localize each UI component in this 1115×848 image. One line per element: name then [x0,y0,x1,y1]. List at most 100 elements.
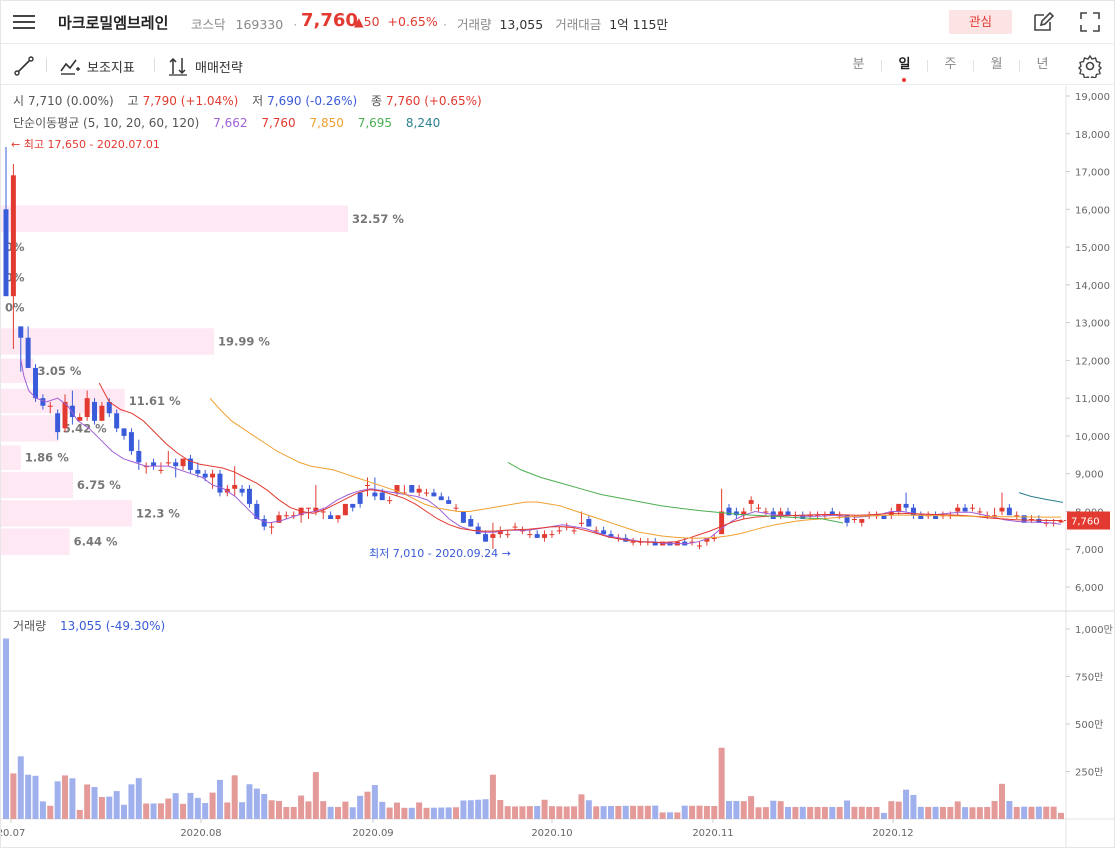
period-year[interactable]: 년 [1036,57,1049,72]
volume-bar [851,806,858,819]
hamburger-menu-icon[interactable] [13,12,35,32]
volume-bar [785,806,792,819]
candle-body [719,511,725,535]
volume-bar [91,787,98,819]
volume-bar [504,806,511,819]
volume-bar [637,805,644,819]
market-label: 코스닥 [191,17,226,32]
volume-bar [239,802,246,819]
candle-body [136,451,142,463]
price-tick-label: 17,000 [1075,168,1110,179]
volume-bar [733,800,740,819]
candle-body [313,507,319,512]
candle-body [335,515,341,520]
candle-body [785,511,791,516]
candle-body [350,503,356,508]
edit-icon[interactable] [1032,11,1055,33]
volume-bar [275,800,282,819]
low-label: 저 [252,94,264,108]
candle-body [202,473,208,478]
dot-separator: · [293,17,298,32]
volume-bar [541,799,548,819]
volume-bar [76,809,83,819]
candle-body [128,432,134,452]
volume-profile-label: 12.3 % [136,506,180,520]
volume-bar [1013,806,1020,819]
ma10-line [98,382,1061,543]
candle-body [586,519,592,527]
volume-bar [357,795,364,819]
candle-body [77,417,83,421]
period-month[interactable]: 월 [990,57,1003,72]
strategy-button[interactable]: 매매전략 [167,55,243,77]
price-chart-svg[interactable]: 19,000 18,000 17,000 16,000 15,000 14,000 13,0… [1,86,1114,848]
volume-bar [880,812,887,819]
stock-market-code: 코스닥 169330 · [191,14,303,33]
volume-bar [674,812,681,819]
stock-code: 169330 [235,17,284,32]
volume-bar [526,806,533,819]
gear-icon[interactable] [1078,54,1102,82]
indicator-button[interactable]: 보조지표 [59,55,135,77]
chart-area[interactable]: 19,000 18,000 17,000 16,000 15,000 14,000 13,0… [1,86,1115,848]
candle-body [696,545,702,547]
candle-body [217,473,223,493]
candle-body [726,507,732,516]
favorite-button[interactable]: 관심 [949,10,1012,34]
volume-profile-label: 1.86 % [25,451,69,465]
volume-bar [25,774,32,819]
volume-tick-label: 250만 [1075,767,1103,779]
ma10-value: 7,760 [261,116,296,130]
volume-bar [740,801,747,819]
period-week[interactable]: 주 [944,57,957,72]
candle-body [542,534,548,538]
volume-bar [622,805,629,819]
volume-bar [821,806,828,819]
candle-body [630,541,636,543]
volume-bar [534,805,541,819]
volume-bar [460,800,467,819]
strategy-icon [169,57,187,76]
candle-body [365,485,371,487]
volume-bar [939,806,946,819]
volume-bar [910,794,917,819]
date-tick-label: 2020.11 [692,828,733,839]
candle-body [763,511,769,513]
period-day[interactable]: 일 [882,55,927,82]
volume-profile-bar [1,328,214,355]
candle-body [47,405,53,407]
volume-bar [1058,812,1064,819]
period-minute[interactable]: 분 [852,57,865,72]
stock-header: 마크로밀엠브레인 코스닥 169330 · 7,760 ▲50 +0.65% ·… [1,1,1115,44]
candle-body [652,541,658,546]
volume-bar [548,806,555,819]
ma20-value: 7,850 [309,116,344,130]
period-divider [881,60,882,72]
volume-bar [792,806,799,819]
volume-bar [453,807,460,819]
volume-bar [777,801,784,819]
candle-body [232,485,238,489]
volume-tick-label: 1,000만 [1075,624,1113,636]
volume-bar [1043,806,1050,819]
volume-bar [925,806,932,819]
volume-bar [394,802,401,819]
fullscreen-icon[interactable] [1079,11,1101,33]
candle-body [490,534,496,538]
volume-bar [386,807,393,819]
volume-bar [121,804,128,819]
volume-bar [157,803,164,819]
candle-body [158,469,164,471]
candle-body [92,401,98,421]
volume-bar [962,807,969,819]
chart-toolbar: 보조지표 매매전략 분 일 주 월 년 [1,45,1115,85]
ma60-value: 7,695 [357,116,393,130]
draw-line-icon[interactable] [13,55,35,77]
volume-bar [799,806,806,819]
candle-body [33,367,39,399]
candle-body [143,466,149,468]
stock-name: 마크로밀엠브레인 [58,14,169,32]
candle-body [770,511,776,520]
price-tick-label: 19,000 [1075,92,1110,103]
